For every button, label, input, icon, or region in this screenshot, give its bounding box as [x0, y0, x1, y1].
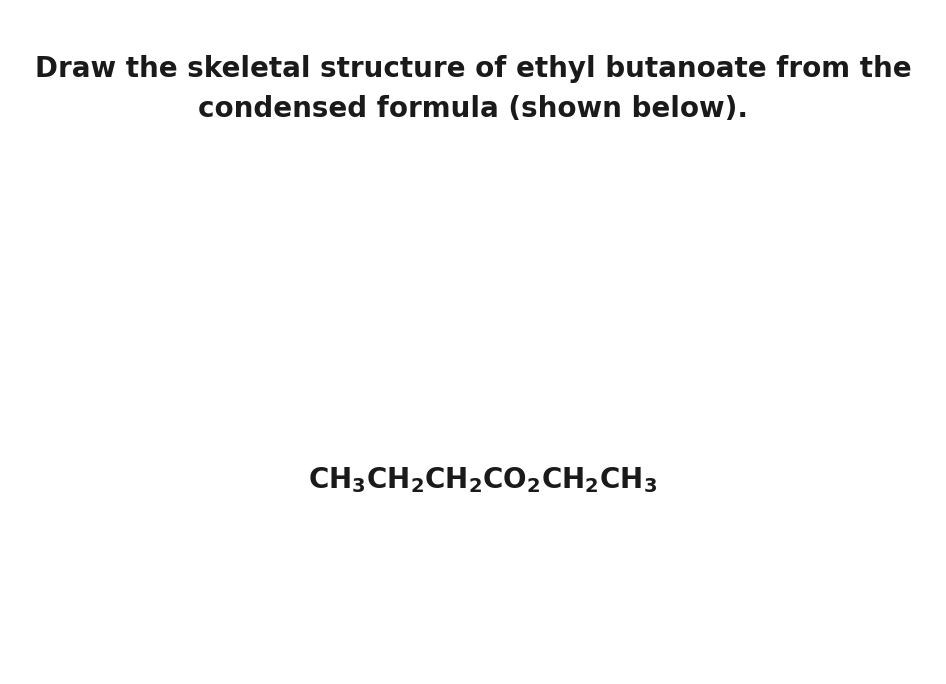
Text: condensed formula (shown below).: condensed formula (shown below). — [198, 95, 748, 123]
Text: $\mathbf{CH_3CH_2CH_2CO_2CH_2CH_3}$: $\mathbf{CH_3CH_2CH_2CO_2CH_2CH_3}$ — [308, 465, 657, 495]
Text: Draw the skeletal structure of ethyl butanoate from the: Draw the skeletal structure of ethyl but… — [35, 55, 911, 83]
